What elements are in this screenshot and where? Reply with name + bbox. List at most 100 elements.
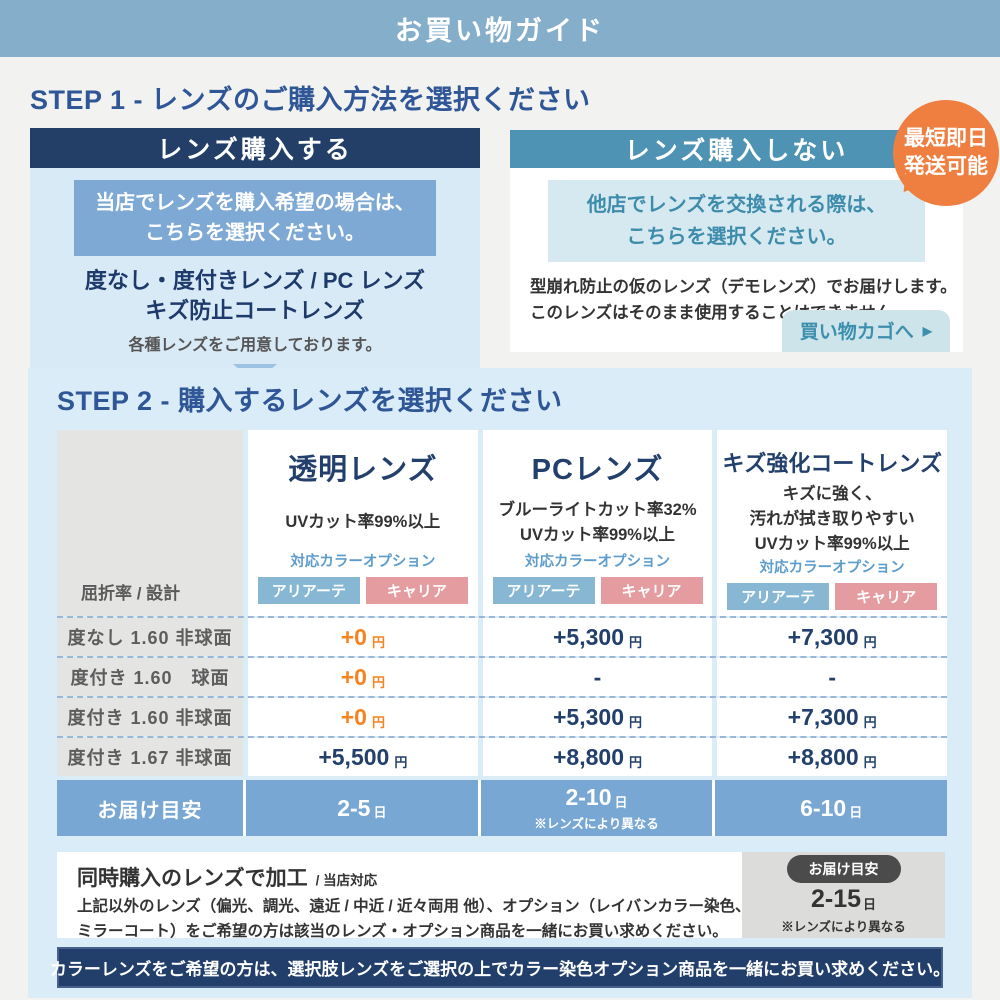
chip-ariarte: アリアーテ xyxy=(492,577,595,604)
clear-lens-color-options: 対応カラーオプション アリアーテ キャリア xyxy=(257,550,468,604)
price-value: +5,300 xyxy=(553,623,624,650)
day-unit: 日 xyxy=(863,896,877,912)
price-cell: +7,300 円 xyxy=(717,618,948,656)
simultaneous-purchase-text: 同時購入のレンズで加工 / 当店対応 上記以外のレンズ（偏光、調光、遠近 / 中… xyxy=(57,852,742,938)
day-unit: 日 xyxy=(614,794,628,810)
option-buy-lens[interactable]: レンズ購入する 当店でレンズを購入希望の場合は、 こちらを選択ください。 度なし… xyxy=(30,128,480,384)
price-cell: - xyxy=(482,658,713,696)
simultaneous-purchase-title-suffix: / 当店対応 xyxy=(315,873,378,888)
color-option-chips: アリアーテ キャリア xyxy=(727,583,938,611)
footer-delivery-value: 2-15 xyxy=(810,885,862,913)
price-value: +5,300 xyxy=(553,703,624,730)
column-header-pc-lens: PCレンズ ブルーライトカット率32% UVカット率99%以上 対応カラーオプシ… xyxy=(482,430,713,616)
badge-line1: 最短即日 xyxy=(904,126,988,150)
color-option-label: 対応カラーオプション xyxy=(290,554,436,570)
price-value: +8,800 xyxy=(553,743,624,770)
arrow-right-icon: ▶ xyxy=(922,323,932,338)
scratch-lens-color-options: 対応カラーオプション アリアーテ キャリア xyxy=(727,556,938,611)
footer-delivery-estimate: お届け目安 2-15 日 ※レンズにより異なる xyxy=(742,852,945,938)
yen-unit: 円 xyxy=(863,714,877,730)
table-row: 度なし 1.60 非球面 +0 円 +5,300 円 +7,300 円 xyxy=(57,616,948,656)
simultaneous-purchase-title: 同時購入のレンズで加工 / 当店対応 xyxy=(77,862,742,892)
no-lens-highlight-line1: 他店でレンズを交換される際は、 xyxy=(586,194,887,216)
column-header-clear-lens: 透明レンズ UVカット率99%以上 対応カラーオプション アリアーテ キャリア xyxy=(248,430,478,616)
scratch-lens-desc3: UVカット率99%以上 xyxy=(754,534,910,553)
option-no-lens[interactable]: レンズ購入しない 他店でレンズを交換される際は、 こちらを選択ください。 型崩れ… xyxy=(510,130,963,352)
table-row: 度付き 1.60 非球面 +0 円 +5,300 円 +7,300 円 xyxy=(57,696,948,736)
chip-carrier: キャリア xyxy=(365,577,468,604)
delivery-note: ※レンズにより異なる xyxy=(534,817,659,831)
delivery-days: 2-10 xyxy=(565,784,612,810)
go-to-cart-button[interactable]: 買い物カゴへ ▶ xyxy=(781,310,950,352)
price-value: +8,800 xyxy=(787,743,859,770)
no-lens-header: レンズ購入しない xyxy=(510,130,963,168)
delivery-cell: 2-10 日 ※レンズにより異なる xyxy=(480,780,713,836)
price-value: - xyxy=(593,663,602,690)
row-label: 度付き 1.67 非球面 xyxy=(57,738,243,776)
color-option-chips: アリアーテ キャリア xyxy=(257,577,468,604)
delivery-cell: 2-5 日 xyxy=(246,780,478,836)
simultaneous-purchase-box: 同時購入のレンズで加工 / 当店対応 上記以外のレンズ（偏光、調光、遠近 / 中… xyxy=(57,852,945,938)
delivery-estimate-row: お届け目安 2-5 日 2-10 日 ※レンズにより異なる 6-10 日 xyxy=(57,780,948,836)
price-cell: +5,300 円 xyxy=(482,618,713,656)
color-lens-notice-bar: カラーレンズをご希望の方は、選択肢レンズをご選択の上でカラー染色オプション商品を… xyxy=(50,947,950,988)
delivery-days: 2-5 xyxy=(337,794,371,821)
table-corner-cell: 屈折率 / 設計 xyxy=(57,430,243,616)
price-cell: +5,300 円 xyxy=(482,698,713,736)
color-option-label: 対応カラーオプション xyxy=(525,554,670,570)
simultaneous-purchase-title-main: 同時購入のレンズで加工 xyxy=(77,867,308,890)
pc-lens-title: PCレンズ xyxy=(531,454,664,486)
price-value: +0 xyxy=(340,663,367,690)
chip-carrier: キャリア xyxy=(600,577,703,604)
same-day-shipping-badge: 最短即日 発送可能 xyxy=(886,100,999,209)
price-cell: +0 円 xyxy=(248,658,478,696)
refraction-design-label: 屈折率 / 設計 xyxy=(81,584,181,603)
clear-lens-desc: UVカット率99%以上 xyxy=(285,513,441,531)
price-cell: +8,800 円 xyxy=(482,738,713,776)
chip-ariarte: アリアーテ xyxy=(727,583,830,611)
table-row: 度付き 1.67 非球面 +5,500 円 +8,800 円 +8,800 円 xyxy=(57,736,948,776)
no-lens-body: 他店でレンズを交換される際は、 こちらを選択ください。 型崩れ防止の仮のレンズ（… xyxy=(510,168,963,352)
row-label: 度なし 1.60 非球面 xyxy=(57,618,243,656)
simultaneous-purchase-body-line2: ミラーコート）をご希望の方は該当のレンズ・オプション商品を一緒にお買い求めくださ… xyxy=(77,922,728,938)
price-value: +7,300 xyxy=(787,623,859,650)
buy-lens-highlight-line2: こちらを選択ください。 xyxy=(145,222,365,244)
scratch-lens-desc2: 汚れが拭き取りやすい xyxy=(749,509,915,528)
step1-heading: STEP 1 - レンズのご購入方法を選択ください xyxy=(30,85,591,115)
yen-unit: 円 xyxy=(371,674,385,690)
yen-unit: 円 xyxy=(371,634,385,650)
color-lens-notice-text: カラーレンズをご希望の方は、選択肢レンズをご選択の上でカラー染色オプション商品を… xyxy=(49,960,951,979)
buy-lens-body: 当店でレンズを購入希望の場合は、 こちらを選択ください。 度なし・度付きレンズ … xyxy=(30,168,480,384)
day-unit: 日 xyxy=(373,805,387,820)
go-to-cart-label: 買い物カゴへ xyxy=(799,322,914,343)
pc-lens-desc1: ブルーライトカット率32% xyxy=(498,501,697,519)
price-value: +0 xyxy=(340,623,367,650)
table-header-row: 屈折率 / 設計 透明レンズ UVカット率99%以上 対応カラーオプション アリ… xyxy=(57,430,948,616)
buy-lens-note: 各種レンズをご用意しております。 xyxy=(128,337,382,355)
price-cell: +8,800 円 xyxy=(717,738,948,776)
simultaneous-purchase-body: 上記以外のレンズ（偏光、調光、遠近 / 中近 / 近々両用 他）、オプション（レ… xyxy=(77,895,742,938)
no-lens-highlight: 他店でレンズを交換される際は、 こちらを選択ください。 xyxy=(548,180,925,262)
day-unit: 日 xyxy=(849,805,863,820)
color-option-label: 対応カラーオプション xyxy=(759,560,905,577)
scratch-lens-title: キズ強化コートレンズ xyxy=(722,451,942,476)
yen-unit: 円 xyxy=(629,714,643,730)
buy-lens-highlight: 当店でレンズを購入希望の場合は、 こちらを選択ください。 xyxy=(74,180,436,256)
row-label: 度付き 1.60 球面 xyxy=(57,658,243,696)
buy-lens-highlight-line1: 当店でレンズを購入希望の場合は、 xyxy=(95,192,415,214)
delivery-cell: 6-10 日 xyxy=(715,780,948,836)
step2-heading: STEP 2 - 購入するレンズを選択ください xyxy=(57,386,563,416)
buy-lens-header: レンズ購入する xyxy=(30,128,480,168)
no-lens-highlight-line2: こちらを選択ください。 xyxy=(626,226,847,248)
chip-carrier: キャリア xyxy=(835,583,938,611)
lens-comparison-table: 屈折率 / 設計 透明レンズ UVカット率99%以上 対応カラーオプション アリ… xyxy=(57,430,948,836)
price-value: +0 xyxy=(340,703,367,730)
price-cell: +5,500 円 xyxy=(248,738,478,776)
delivery-label-cell: お届け目安 xyxy=(57,780,243,836)
clear-lens-title: 透明レンズ xyxy=(288,454,438,486)
chip-ariarte: アリアーテ xyxy=(257,577,360,604)
table-row: 度付き 1.60 球面 +0 円 - - xyxy=(57,656,948,696)
yen-unit: 円 xyxy=(629,754,643,770)
price-cell: +7,300 円 xyxy=(717,698,948,736)
